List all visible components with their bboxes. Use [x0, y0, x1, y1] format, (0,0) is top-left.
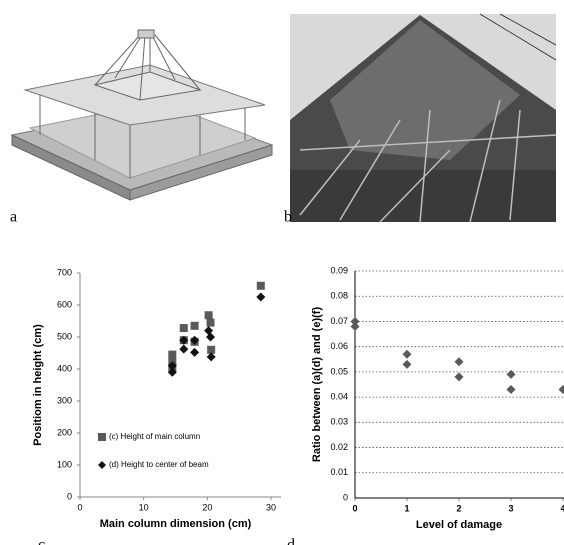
point	[257, 282, 265, 290]
x-tick-label: 2	[456, 503, 461, 513]
point	[507, 385, 516, 394]
y-tick-label: 0.04	[330, 391, 348, 401]
point	[455, 357, 464, 366]
y-tick-label: 0.05	[330, 366, 348, 376]
y-tick-label: 0.06	[330, 341, 348, 351]
point	[351, 322, 360, 331]
y-tick-label: 700	[57, 267, 72, 277]
y-tick-label: 0.09	[330, 265, 348, 275]
x-tick-label: 10	[139, 502, 149, 512]
legend-label: (d) Height to center of beam	[109, 460, 209, 469]
x-axis-title: Level of damage	[416, 519, 502, 531]
legend-marker	[98, 433, 106, 441]
point	[205, 311, 213, 319]
x-tick-label: 20	[202, 502, 212, 512]
photo-a	[12, 30, 272, 200]
x-tick-label: 30	[266, 502, 276, 512]
panel-label: a	[10, 209, 17, 226]
point	[180, 324, 188, 332]
panel-label: b	[284, 209, 292, 226]
panel-label: d	[287, 537, 295, 545]
y-tick-label: 0.08	[330, 291, 348, 301]
x-axis-title: Main column dimension (cm)	[100, 518, 252, 530]
x-tick-label: 0	[352, 503, 357, 513]
x-tick-label: 4	[560, 503, 564, 513]
y-tick-label: 0.02	[330, 442, 348, 452]
panel-label: c	[38, 537, 45, 545]
point	[403, 360, 412, 369]
y-tick-label: 0	[67, 491, 72, 501]
y-axis-title: Positiom in height (cm)	[32, 324, 44, 446]
legend-label: (c) Height of main column	[109, 432, 200, 441]
y-tick-label: 300	[57, 395, 72, 405]
point	[191, 322, 199, 330]
y-tick-label: 200	[57, 427, 72, 437]
legend-marker	[98, 461, 106, 469]
figure: a b c d 01002003004005006007000102030Mai…	[0, 0, 564, 545]
x-tick-label: 0	[77, 502, 82, 512]
point	[190, 348, 199, 357]
y-tick-label: 0.07	[330, 316, 348, 326]
y-axis-title: Ratio between (a)(d) and (e)(f)	[311, 307, 323, 463]
point	[403, 350, 412, 359]
point	[507, 370, 516, 379]
y-tick-label: 0.03	[330, 417, 348, 427]
point	[207, 319, 215, 327]
point	[455, 372, 464, 381]
x-tick-label: 3	[508, 503, 513, 513]
y-tick-label: 500	[57, 331, 72, 341]
y-tick-label: 0.01	[330, 467, 348, 477]
x-tick-label: 1	[404, 503, 409, 513]
y-tick-label: 400	[57, 363, 72, 373]
y-tick-label: 0	[343, 492, 348, 502]
point	[256, 293, 265, 302]
point	[559, 385, 564, 394]
photo-b	[290, 14, 556, 222]
point	[179, 345, 188, 354]
y-tick-label: 600	[57, 299, 72, 309]
y-tick-label: 100	[57, 459, 72, 469]
